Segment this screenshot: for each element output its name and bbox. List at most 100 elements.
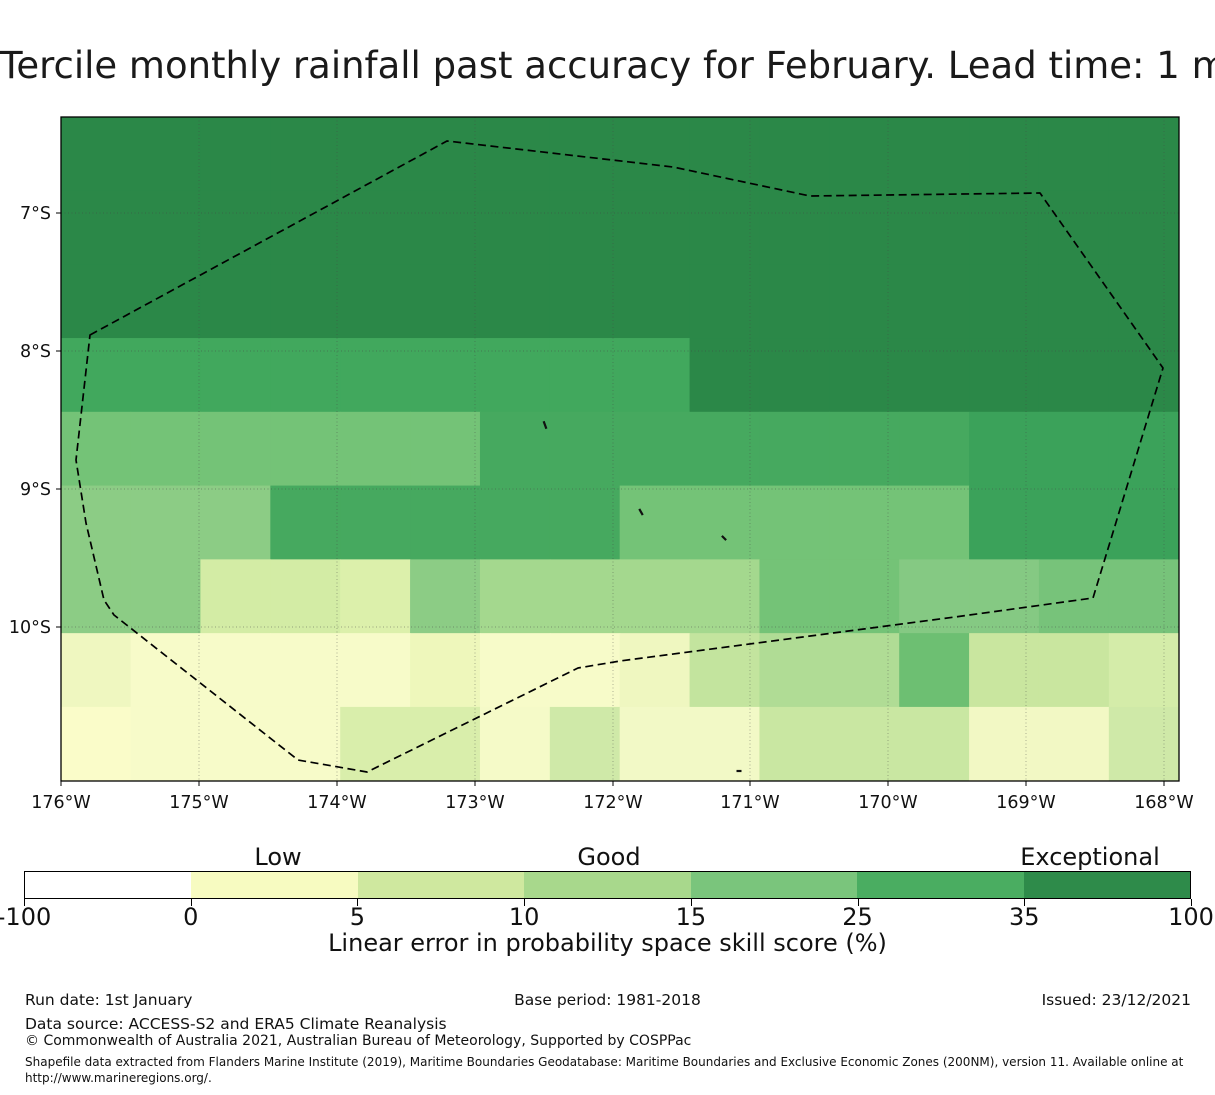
map-cell	[619, 411, 691, 487]
map-cell	[60, 264, 132, 339]
x-tick-label: 169°W	[996, 793, 1055, 813]
map-cell	[829, 338, 900, 413]
map-cell	[200, 190, 271, 265]
map-cell	[619, 116, 691, 192]
colorbar-segment	[1023, 872, 1190, 898]
colorbar-tick	[1191, 899, 1192, 906]
map-cell	[130, 633, 202, 708]
map-cell	[689, 485, 761, 560]
map-cell	[1038, 706, 1110, 782]
map-cell	[759, 706, 830, 782]
map-cell	[899, 485, 970, 560]
map-cell	[410, 411, 481, 487]
map-border	[60, 116, 1180, 782]
map-cell	[1108, 411, 1180, 487]
map-cell	[340, 485, 411, 560]
map-cell	[899, 338, 970, 413]
map-cell	[1108, 706, 1180, 782]
map-cell	[549, 706, 621, 782]
map-cell	[899, 264, 970, 339]
y-tick-label: 9°S	[20, 480, 51, 500]
map-cell	[1038, 264, 1110, 339]
map-cell	[479, 706, 551, 782]
map-cell	[1108, 633, 1180, 708]
x-tick-label: 176°W	[31, 793, 90, 813]
map-cell	[60, 485, 132, 560]
map-cell	[829, 559, 900, 634]
map-cell	[1108, 559, 1180, 634]
map-cell	[270, 264, 341, 339]
map-cell	[829, 633, 900, 708]
colorbar-tick	[1024, 899, 1026, 906]
map-cell	[619, 559, 691, 634]
map-cell	[829, 116, 900, 192]
colorbar-category-label: Good	[577, 843, 641, 871]
map-cell	[60, 559, 132, 634]
map-cell	[60, 338, 132, 413]
map-cell	[549, 485, 621, 560]
map-cell	[340, 116, 411, 192]
colorbar-tick	[690, 899, 692, 906]
colorbar-segment	[690, 872, 858, 898]
map-cell	[829, 190, 900, 265]
map-cell	[759, 190, 830, 265]
map-cell	[270, 633, 341, 708]
colorbar-tick-label: 35	[1009, 903, 1040, 931]
map-cell	[689, 338, 761, 413]
map-cell	[270, 190, 341, 265]
map-cell	[759, 485, 830, 560]
map-cell	[270, 706, 341, 782]
map-cell	[1038, 633, 1110, 708]
map-cell	[899, 116, 970, 192]
map-cell	[200, 633, 271, 708]
map-cell	[200, 411, 271, 487]
map-cell	[1108, 338, 1180, 413]
map-cell	[200, 559, 271, 634]
map-cell	[479, 264, 551, 339]
colorbar-tick-label: -100	[0, 903, 52, 931]
map-cell	[549, 633, 621, 708]
colorbar-segment	[857, 872, 1024, 898]
map-cell	[270, 116, 341, 192]
map-cell	[1038, 116, 1110, 192]
map-cell	[340, 559, 411, 634]
map-cell	[340, 338, 411, 413]
map-cell	[899, 633, 970, 708]
map-cell	[899, 706, 970, 782]
island-mark	[638, 508, 644, 516]
map-cell	[1038, 485, 1110, 560]
map-cell	[829, 485, 900, 560]
map-cell	[689, 559, 761, 634]
colorbar-tick-label: 15	[675, 903, 707, 931]
map-cell	[969, 338, 1040, 413]
map-cell	[829, 706, 900, 782]
colorbar-tick-label: 25	[842, 903, 873, 931]
map-cell	[200, 706, 271, 782]
map-cell	[410, 264, 481, 339]
map-cell	[759, 264, 830, 339]
map-cell	[340, 190, 411, 265]
base-period-text: Base period: 1981-2018	[514, 991, 701, 1009]
colorbar-segment	[524, 872, 691, 898]
map-cell	[759, 559, 830, 634]
map-cell	[60, 190, 132, 265]
map-cell	[549, 559, 621, 634]
x-tick-label: 170°W	[858, 793, 917, 813]
map-cell	[130, 706, 202, 782]
map-cell	[689, 190, 761, 265]
data-source-text: Data source: ACCESS-S2 and ERA5 Climate …	[25, 1015, 447, 1033]
map-cell	[549, 338, 621, 413]
map-cell	[410, 633, 481, 708]
x-tick-label: 174°W	[307, 793, 366, 813]
colorbar-tick-label: 10	[508, 903, 540, 931]
colorbar-tick	[524, 899, 526, 906]
colorbar-caption: Linear error in probability space skill …	[328, 929, 887, 957]
run-date-text: Run date: 1st January	[25, 991, 193, 1009]
colorbar-category-label: Low	[254, 843, 302, 871]
colorbar-tick-label: 100	[1168, 903, 1214, 931]
map-cell	[130, 190, 202, 265]
map-cell	[619, 264, 691, 339]
y-tick-label: 7°S	[20, 204, 51, 224]
map-cell	[270, 338, 341, 413]
map-cell	[549, 116, 621, 192]
